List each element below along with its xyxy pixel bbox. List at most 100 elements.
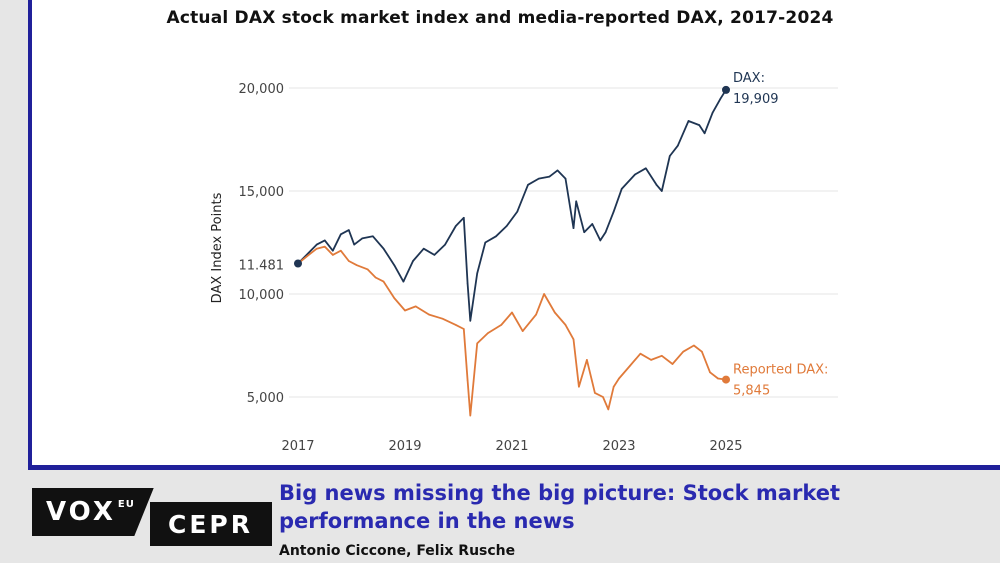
x-tick-label: 2017 (281, 439, 314, 454)
dax-point (583, 231, 586, 233)
dax-point (331, 249, 334, 252)
y-ticks: 5,000 10,000 15,000 20,000 11.481 (239, 82, 285, 406)
reported-dax-point (356, 264, 358, 266)
dax-point (382, 247, 385, 250)
dax-point (476, 272, 479, 275)
dax-point (604, 231, 607, 233)
dax-point (612, 210, 615, 213)
voxeu-logo-eu: EU (117, 498, 135, 510)
reported-dax-point (463, 328, 465, 330)
reported-dax-point (323, 245, 326, 248)
start-marker (294, 259, 302, 268)
dax-point (323, 239, 326, 242)
reported-dax-point (564, 324, 567, 326)
dax-point (422, 247, 425, 250)
reported-dax-value-label: 5,845 (733, 384, 770, 399)
dax-point (556, 169, 559, 172)
dax-point (644, 167, 647, 170)
reported-dax-point (511, 311, 513, 314)
voxeu-logo-text: VOX (46, 497, 116, 527)
reported-dax-point (693, 344, 695, 347)
reported-dax-point (709, 371, 711, 374)
grid-layer (289, 87, 838, 398)
reported-dax-point (639, 352, 642, 355)
x-ticks: 2017 2019 2021 2023 2025 (281, 439, 742, 454)
dax-point (599, 239, 602, 242)
dax-point (348, 229, 350, 231)
y-tick-label: 20,000 (239, 82, 285, 97)
dax-point (444, 243, 446, 246)
dax-point (527, 184, 529, 186)
reported-dax-point (404, 309, 406, 312)
chart-frame (28, 0, 1000, 470)
dax-series-line (297, 89, 727, 322)
dax-point (455, 225, 457, 227)
y-tick-label: 5,000 (247, 391, 284, 406)
dax-point (469, 319, 472, 322)
reported-dax-point (428, 313, 430, 316)
dax-label: DAX: (733, 71, 765, 86)
cepr-logo-text: CEPR (168, 509, 253, 539)
dax-point (687, 120, 690, 122)
dax-point (711, 111, 714, 114)
dax-point (484, 241, 487, 244)
dax-point (516, 210, 519, 213)
reported-dax-point (476, 342, 479, 345)
reported-dax-point (586, 359, 588, 361)
x-tick-label: 2021 (495, 439, 528, 454)
dax-point (548, 175, 551, 178)
reported-dax-point (366, 268, 369, 271)
dax-point (372, 235, 374, 238)
dax-point (315, 243, 318, 246)
dax-point (537, 177, 540, 180)
reported-dax-point (315, 247, 318, 250)
y-tick-label: 15,000 (239, 185, 285, 200)
reported-dax-point (455, 324, 457, 326)
reported-dax-point (469, 414, 472, 417)
dax-point (564, 177, 567, 180)
dax-point (655, 184, 658, 186)
dax-point (634, 173, 636, 176)
reported-dax-point (682, 350, 684, 353)
reported-dax-point (521, 330, 524, 332)
reported-dax-point (340, 249, 342, 252)
cepr-logo: CEPR (150, 502, 272, 546)
reported-dax-point (348, 260, 350, 262)
reported-dax-point (671, 363, 674, 365)
dax-point (591, 223, 594, 225)
reported-dax-point (701, 350, 703, 353)
reported-dax-point (500, 324, 503, 326)
reported-dax-point (331, 254, 334, 256)
reported-dax-point (612, 385, 615, 388)
x-tick-label: 2019 (388, 439, 421, 454)
dax-point (393, 264, 396, 266)
dax-point (669, 155, 671, 157)
article-title-link[interactable]: Big news missing the big picture: Stock … (279, 481, 841, 533)
reported-dax-point (382, 280, 385, 283)
dax-point (620, 188, 623, 190)
dax-point (307, 252, 310, 254)
reported-dax-point (307, 254, 310, 256)
dax-point (402, 280, 405, 283)
dax-point (698, 124, 701, 126)
x-tick-label: 2025 (709, 439, 742, 454)
reported-dax-point (607, 408, 610, 411)
dax-point (466, 282, 469, 285)
reported-dax-label: Reported DAX: (733, 363, 828, 378)
dax-point (703, 132, 706, 135)
y-axis-label: DAX Index Points (210, 192, 225, 303)
dax-point (677, 144, 679, 147)
reported-dax-point (535, 313, 537, 316)
dax-point (361, 237, 364, 240)
reported-dax-point (393, 297, 396, 299)
dax-point (463, 216, 465, 219)
reported-dax-point (374, 276, 377, 279)
dax-end-marker (722, 85, 730, 94)
reported-dax-point (441, 317, 444, 320)
reported-dax-point (661, 355, 663, 357)
annotations: DAX: 19,909 Reported DAX: 5,845 (733, 71, 828, 399)
dax-point (353, 243, 355, 246)
series-layer (294, 85, 730, 417)
x-tick-label: 2023 (602, 439, 635, 454)
